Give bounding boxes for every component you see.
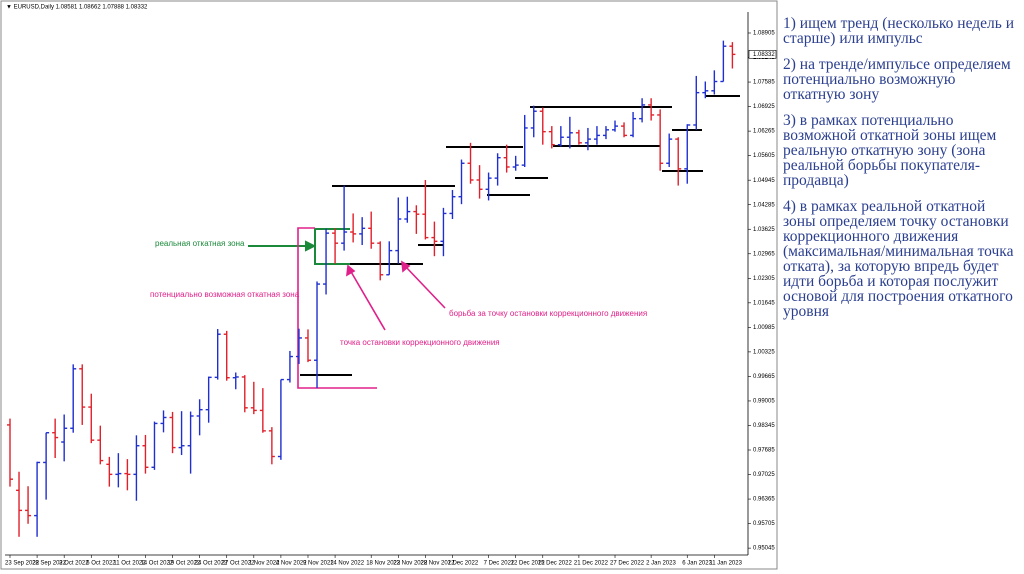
y-tick-label: 0.95705 bbox=[753, 521, 775, 527]
y-tick-label: 0.99005 bbox=[753, 399, 775, 405]
x-tick-label: 9 Nov 2022 bbox=[303, 561, 334, 567]
x-tick-label: 7 Dec 2022 bbox=[484, 561, 515, 567]
x-tick-label: 24 Oct 2022 bbox=[195, 561, 228, 567]
x-tick-label: 14 Nov 2022 bbox=[330, 561, 365, 567]
x-tick-label: 27 Dec 2022 bbox=[610, 561, 645, 567]
x-tick-label: 28 Nov 2022 bbox=[420, 561, 455, 567]
y-tick-label: 0.98345 bbox=[753, 423, 775, 429]
pointer-line bbox=[404, 265, 446, 309]
arrow-head bbox=[346, 264, 356, 277]
x-tick-label: 19 Oct 2022 bbox=[168, 561, 201, 567]
note: 1) ищем тренд (несколько недель и старше… bbox=[783, 15, 1015, 47]
x-tick-label: 14 Oct 2022 bbox=[140, 561, 173, 567]
y-tick-label: 0.97685 bbox=[753, 448, 775, 454]
real-zone bbox=[248, 228, 350, 265]
y-tick-label: 1.08905 bbox=[753, 31, 775, 37]
y-tick-label: 1.00985 bbox=[753, 325, 775, 331]
x-tick-label: 4 Nov 2022 bbox=[276, 561, 307, 567]
zone-bracket bbox=[297, 227, 377, 389]
x-tick-label: 6 Oct 2022 bbox=[86, 561, 116, 567]
y-tick-label: 0.99665 bbox=[753, 374, 775, 380]
y-tick-label: 1.06265 bbox=[753, 129, 775, 135]
x-tick-label: 2 Jan 2023 bbox=[646, 561, 676, 567]
y-tick-label: 1.04945 bbox=[753, 178, 775, 184]
potential-zone bbox=[297, 227, 446, 389]
chart-header: ▼ EURUSD,Daily 1.08581 1.08662 1.07888 1… bbox=[6, 5, 148, 11]
chart-frame bbox=[0, 0, 778, 570]
y-tick-label: 1.05605 bbox=[753, 153, 775, 159]
arrow-head bbox=[401, 260, 411, 273]
arrow-head bbox=[305, 240, 317, 252]
x-tick-label: 11 Oct 2022 bbox=[113, 561, 146, 567]
x-tick-label: 23 Sep 2022 bbox=[5, 561, 40, 567]
annotation: борьба за точку остановки коррекционного… bbox=[449, 309, 647, 318]
y-tick-label: 0.96365 bbox=[753, 497, 775, 503]
y-tick-label: 1.01645 bbox=[753, 300, 775, 306]
last-price-label: 1.08332 bbox=[753, 52, 775, 58]
x-tick-label: 11 Jan 2023 bbox=[709, 561, 742, 567]
note: 4) в рамках реальной откатной зоны опред… bbox=[783, 198, 1014, 320]
y-tick-label: 1.04285 bbox=[753, 202, 775, 208]
annotation: точка остановки коррекционного движения bbox=[340, 338, 500, 347]
y-tick-label: 1.02965 bbox=[753, 251, 775, 257]
x-tick-label: 12 Dec 2022 bbox=[511, 561, 546, 567]
y-tick-label: 1.07585 bbox=[753, 80, 775, 86]
x-tick-label: 3 Oct 2022 bbox=[59, 561, 89, 567]
note: 2) на тренде/импульсе определяем потенци… bbox=[783, 56, 1011, 103]
annotation: потенциально возможная откатная зона bbox=[150, 290, 300, 299]
x-tick-label: 1 Dec 2022 bbox=[447, 561, 478, 567]
note: 3) в рамках потенциально возможной откат… bbox=[783, 112, 997, 189]
y-tick-label: 0.97025 bbox=[753, 472, 775, 478]
pointer-line bbox=[349, 269, 386, 331]
x-tick-label: 6 Jan 2023 bbox=[682, 561, 712, 567]
x-tick-label: 21 Dec 2022 bbox=[574, 561, 609, 567]
x-tick-label: 28 Sep 2022 bbox=[32, 561, 67, 567]
y-tick-label: 1.06925 bbox=[753, 104, 775, 110]
x-tick-label: 18 Nov 2022 bbox=[366, 561, 401, 567]
x-tick-label: 23 Nov 2022 bbox=[393, 561, 428, 567]
x-tick-label: 15 Dec 2022 bbox=[538, 561, 573, 567]
annotation: реальная откатная зона bbox=[155, 239, 245, 248]
y-tick-label: 1.02305 bbox=[753, 276, 775, 282]
x-tick-label: 27 Oct 2022 bbox=[222, 561, 255, 567]
y-tick-label: 1.03625 bbox=[753, 227, 775, 233]
y-tick-label: 0.95045 bbox=[753, 546, 775, 552]
x-tick-label: 1 Nov 2022 bbox=[249, 561, 280, 567]
levels bbox=[300, 95, 740, 376]
last-price-box bbox=[748, 49, 777, 59]
y-tick-label: 1.00325 bbox=[753, 349, 775, 355]
chart: ▼ EURUSD,Daily 1.08581 1.08662 1.07888 1… bbox=[0, 0, 778, 570]
notes: 1) ищем тренд (несколько недель и старше… bbox=[783, 16, 1019, 330]
